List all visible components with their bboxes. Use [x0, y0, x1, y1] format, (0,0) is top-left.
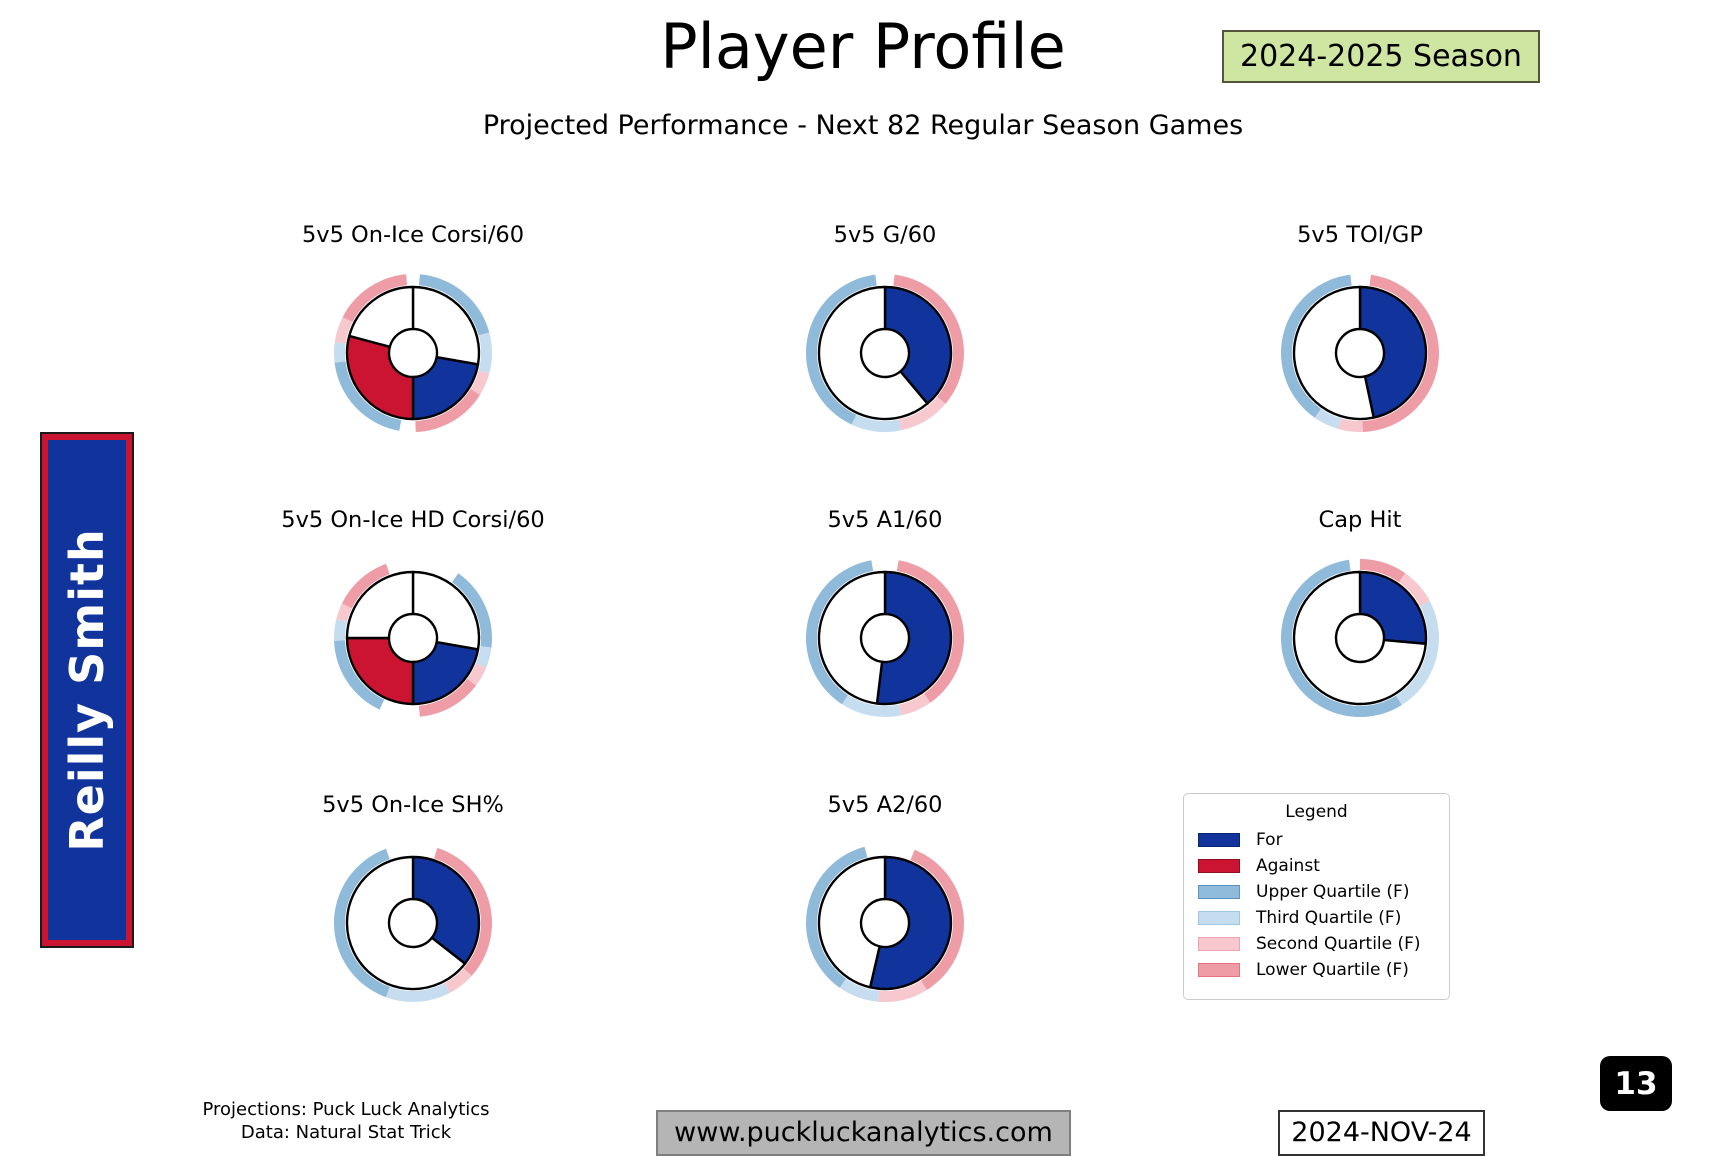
chart-5v5-a1-60: 5v5 A1/60 — [745, 507, 1025, 733]
report-date: 2024-NOV-24 — [1291, 1117, 1472, 1148]
for-swatch — [1198, 833, 1240, 847]
donut-gauge — [1281, 274, 1439, 432]
data-credits: Projections: Puck Luck Analytics Data: N… — [202, 1098, 489, 1145]
chart-5v5-on-ice-sh-pct: 5v5 On-Ice SH% — [273, 792, 553, 1018]
chart-title: 5v5 On-Ice SH% — [322, 792, 504, 818]
legend-label: Upper Quartile (F) — [1256, 882, 1410, 902]
legend: Legend For Against Upper Quartile (F) Th… — [1183, 793, 1450, 1000]
website-box: www.puckluckanalytics.com — [656, 1110, 1071, 1156]
page-number: 13 — [1614, 1065, 1658, 1102]
chart-title: 5v5 A1/60 — [827, 507, 943, 533]
legend-item-third-quartile: Third Quartile (F) — [1194, 905, 1439, 931]
chart-title: Cap Hit — [1318, 507, 1402, 533]
chart-5v5-a2-60: 5v5 A2/60 — [745, 792, 1025, 1018]
player-name: Reilly Smith — [60, 528, 114, 852]
chart-title: 5v5 G/60 — [833, 222, 937, 248]
chart-title: 5v5 A2/60 — [827, 792, 943, 818]
legend-item-upper-quartile: Upper Quartile (F) — [1194, 879, 1439, 905]
legend-item-lower-quartile: Lower Quartile (F) — [1194, 957, 1439, 983]
donut-gauge — [805, 274, 965, 432]
donut-gauge — [806, 560, 964, 717]
third-quartile-swatch — [1198, 911, 1240, 925]
donut-gauge — [1281, 559, 1439, 718]
legend-item-against: Against — [1194, 853, 1439, 879]
legend-label: Lower Quartile (F) — [1256, 960, 1409, 980]
page-title: Player Profile — [660, 10, 1066, 83]
player-name-banner: Reilly Smith — [40, 432, 134, 948]
legend-label: Second Quartile (F) — [1256, 934, 1421, 954]
legend-label: Third Quartile (F) — [1256, 908, 1402, 928]
donut-gauge — [333, 847, 492, 1003]
date-box: 2024-NOV-24 — [1278, 1110, 1485, 1156]
page-subtitle: Projected Performance - Next 82 Regular … — [482, 110, 1244, 141]
lower-quartile-swatch — [1198, 963, 1240, 977]
credit-projections: Projections: Puck Luck Analytics — [202, 1099, 490, 1120]
chart-5v5-on-ice-corsi-60: 5v5 On-Ice Corsi/60 — [273, 222, 553, 448]
legend-label: Against — [1256, 856, 1320, 876]
legend-title: Legend — [1285, 802, 1348, 822]
chart-title: 5v5 On-Ice Corsi/60 — [301, 222, 525, 248]
legend-item-for: For — [1194, 827, 1439, 853]
page-number-badge: 13 — [1600, 1056, 1672, 1111]
website-url: www.puckluckanalytics.com — [674, 1117, 1053, 1148]
chart-cap-hit: Cap Hit — [1220, 507, 1500, 733]
against-swatch — [1198, 859, 1240, 873]
donut-gauge — [806, 846, 965, 1003]
donut-gauge — [334, 563, 492, 717]
donut-gauge — [334, 274, 493, 432]
chart-title: 5v5 TOI/GP — [1297, 222, 1423, 248]
second-quartile-swatch — [1198, 937, 1240, 951]
credit-data-source: Data: Natural Stat Trick — [240, 1122, 452, 1144]
chart-5v5-on-ice-hd-corsi-60: 5v5 On-Ice HD Corsi/60 — [273, 507, 553, 733]
legend-label: For — [1256, 830, 1283, 850]
upper-quartile-swatch — [1198, 885, 1240, 899]
season-badge: 2024-2025 Season — [1222, 30, 1540, 83]
chart-5v5-toi-gp: 5v5 TOI/GP — [1220, 222, 1500, 448]
legend-item-second-quartile: Second Quartile (F) — [1194, 931, 1439, 957]
chart-title: 5v5 On-Ice HD Corsi/60 — [281, 507, 545, 533]
chart-5v5-g-60: 5v5 G/60 — [745, 222, 1025, 448]
